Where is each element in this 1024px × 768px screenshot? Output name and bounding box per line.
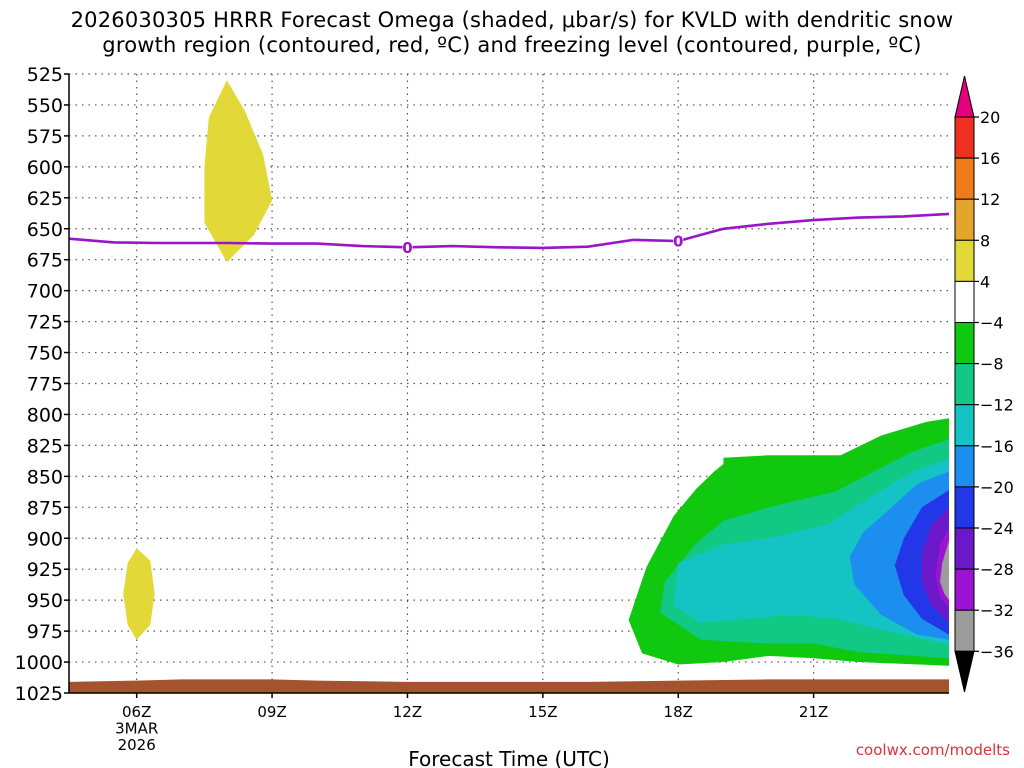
y-tick-label: 950 — [27, 590, 63, 612]
colorbar-label: 12 — [980, 190, 1000, 209]
colorbar-top-arrow — [954, 75, 975, 118]
y-tick-label: 850 — [27, 466, 63, 488]
y-tick-label: 700 — [27, 281, 63, 303]
terrain-surface — [69, 679, 949, 693]
colorbar-label: −20 — [980, 478, 1014, 497]
colorbar-bin — [954, 568, 975, 611]
colorbar-label: 16 — [980, 149, 1000, 168]
colorbar-bin — [954, 404, 975, 447]
terrain — [69, 679, 949, 693]
freezing-level-label-bg — [402, 239, 413, 256]
colorbar-bin — [954, 445, 975, 488]
colorbar-bin — [954, 280, 975, 323]
omega-region — [204, 80, 273, 263]
omega-region — [123, 548, 155, 640]
freezing-level-label: 0 — [402, 239, 412, 257]
colorbar-bin — [954, 363, 975, 406]
colorbar-bin — [954, 486, 975, 529]
y-tick-label: 550 — [27, 95, 63, 117]
colorbar-bottom-arrow — [954, 650, 975, 693]
colorbar-label: 20 — [980, 108, 1000, 127]
y-tick-label: 625 — [27, 188, 63, 210]
colorbar-bin — [954, 527, 975, 570]
colorbar-bin — [954, 322, 975, 365]
y-tick-label: 900 — [27, 528, 63, 550]
freezing-level-label-bg — [673, 233, 684, 250]
y-tick-label: 975 — [27, 621, 63, 643]
freezing-level-line — [68, 212, 950, 250]
y-tick-label: 775 — [27, 374, 63, 396]
y-tick-label: 525 — [27, 64, 63, 86]
x-tick-label: 21Z — [799, 703, 828, 721]
credit-text: coolwx.com/modelts — [855, 741, 1010, 759]
y-tick-label: 800 — [27, 404, 63, 426]
y-tick-label: 575 — [27, 126, 63, 148]
colorbar-label: −12 — [980, 396, 1014, 415]
chart-title-line-1: 2026030305 HRRR Forecast Omega (shaded, … — [70, 8, 954, 32]
chart-title-line-2: growth region (contoured, red, ºC) and f… — [102, 33, 922, 57]
y-tick-label: 1000 — [15, 652, 63, 674]
y-tick-label: 875 — [27, 497, 63, 519]
y-tick-label: 925 — [27, 559, 63, 581]
y-tick-label: 650 — [27, 219, 63, 241]
colorbar-label: −32 — [980, 601, 1014, 620]
colorbar-bin — [954, 239, 975, 282]
axes: 525 550 575 600 625 650 675 700 725 750 775 800 825 8… — [15, 64, 949, 754]
colorbar-label: 8 — [980, 231, 990, 250]
colorbar-label: −36 — [980, 642, 1014, 661]
x-tick-label: 2026 — [118, 736, 156, 754]
colorbar-label: −16 — [980, 437, 1014, 456]
omega-region — [940, 540, 949, 601]
colorbar-label: −8 — [980, 355, 1004, 374]
y-tick-label: 825 — [27, 435, 63, 457]
colorbar-label: −28 — [980, 560, 1014, 579]
y-tick-label: 600 — [27, 157, 63, 179]
x-tick-label: 12Z — [393, 703, 422, 721]
x-tick-label: 06Z — [122, 703, 151, 721]
y-tick-label: 1025 — [15, 683, 63, 705]
colorbar-bin — [954, 116, 975, 159]
colorbar-label: −24 — [980, 519, 1014, 538]
colorbar-bin — [954, 198, 975, 241]
colorbar-label: −4 — [980, 314, 1004, 333]
colorbar-bin — [954, 157, 975, 200]
colorbar-bin — [954, 609, 975, 652]
freezing-level-label: 0 — [673, 233, 683, 251]
y-tick-label: 675 — [27, 250, 63, 272]
x-tick-label: 09Z — [257, 703, 286, 721]
x-tick-label: 15Z — [528, 703, 557, 721]
colorbar: 20 16 12 8 4 −4 −8 −12 −16 −20 −24 −28 −32 −36 — [954, 75, 1014, 693]
x-tick-label: 18Z — [664, 703, 693, 721]
y-tick-label: 750 — [27, 343, 63, 365]
omega-shading — [123, 80, 949, 666]
x-tick-label: 3MAR — [115, 720, 158, 738]
colorbar-label: 4 — [980, 272, 990, 291]
y-tick-label: 725 — [27, 312, 63, 334]
x-axis-label: Forecast Time (UTC) — [408, 747, 610, 768]
